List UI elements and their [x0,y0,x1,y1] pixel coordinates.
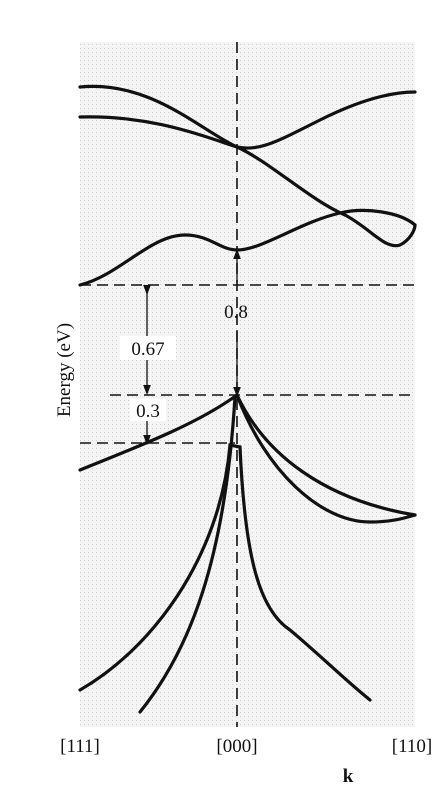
band [235,393,417,517]
gap-label: 0.8 [224,302,248,323]
label-backdrop [120,336,176,360]
k-axis-label: k [343,766,354,787]
k-point-label: [111] [60,736,100,757]
band [78,443,372,702]
k-point-label: [110] [392,736,432,757]
gap-label: 0.67 [131,339,164,360]
band [78,393,239,472]
gap-label: 0.3 [136,401,160,422]
label-backdrop [130,399,166,421]
axis-label: Energy (eV) [54,323,75,417]
band [235,393,417,524]
band [78,90,417,150]
plot-background [80,42,415,727]
band [78,84,417,248]
k-point-label: [000] [216,736,257,757]
